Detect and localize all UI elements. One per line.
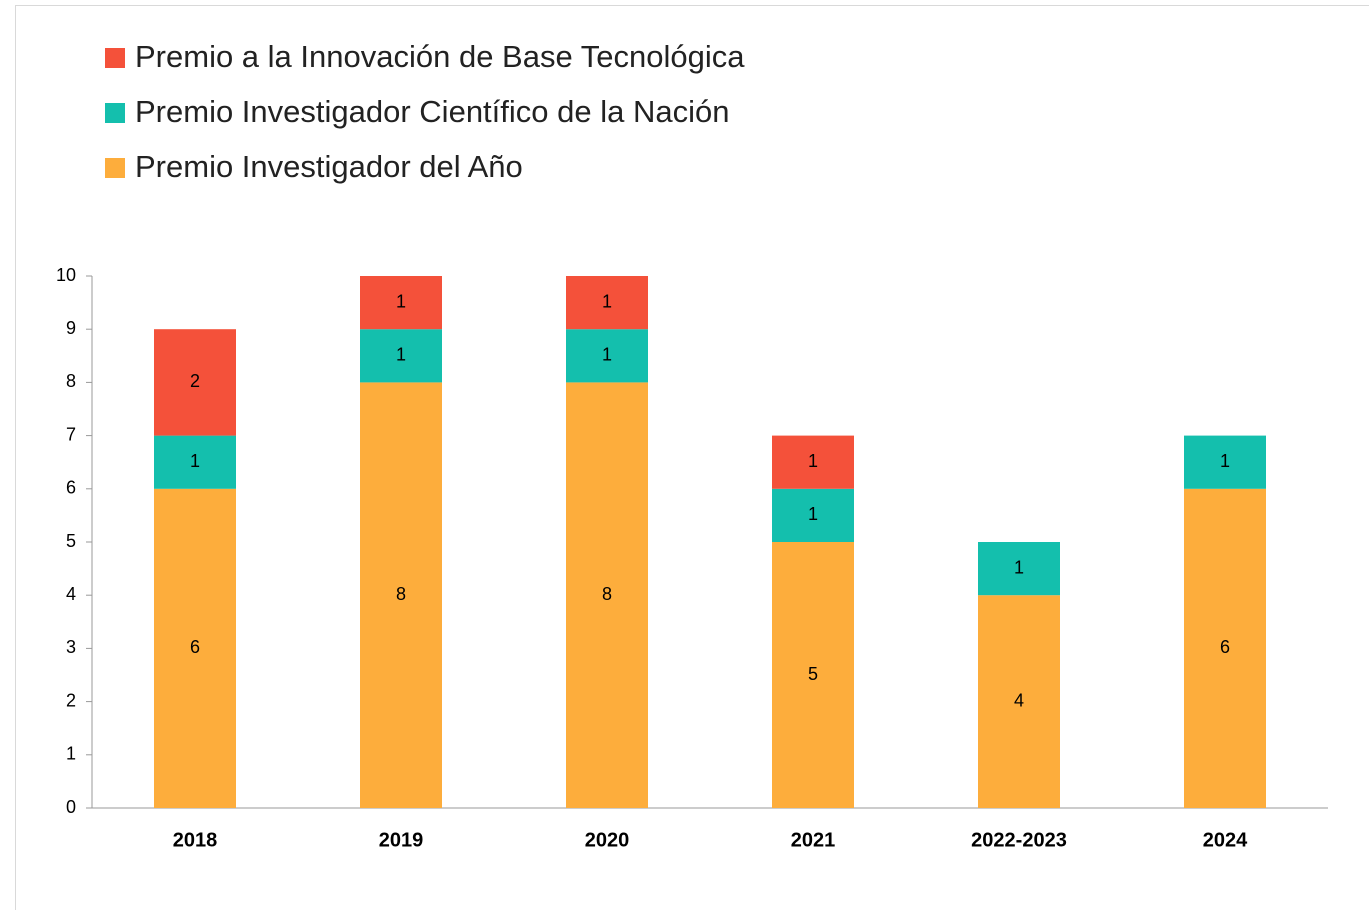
legend-label: Premio Investigador del Año xyxy=(135,149,523,184)
y-tick-label: 2 xyxy=(66,690,76,710)
data-label: 1 xyxy=(1220,451,1230,471)
data-label: 2 xyxy=(190,371,200,391)
x-tick-label: 2020 xyxy=(585,829,630,851)
data-label: 1 xyxy=(190,451,200,471)
y-tick-label: 9 xyxy=(66,318,76,338)
y-tick-label: 8 xyxy=(66,371,76,391)
legend-label: Premio a la Innovación de Base Tecnológi… xyxy=(135,39,745,74)
x-tick-label: 2024 xyxy=(1203,829,1248,851)
legend-swatch xyxy=(105,103,125,123)
y-tick-label: 6 xyxy=(66,478,76,498)
x-tick-label: 2022-2023 xyxy=(971,829,1067,851)
legend-swatch xyxy=(105,158,125,178)
y-tick-label: 10 xyxy=(56,265,76,285)
legend-swatch xyxy=(105,48,125,68)
data-label: 1 xyxy=(808,451,818,471)
data-label: 8 xyxy=(396,584,406,604)
data-label: 1 xyxy=(1014,557,1024,577)
data-label: 5 xyxy=(808,664,818,684)
data-label: 4 xyxy=(1014,690,1024,710)
data-label: 1 xyxy=(396,291,406,311)
data-label: 8 xyxy=(602,584,612,604)
x-tick-label: 2018 xyxy=(173,829,218,851)
y-tick-label: 7 xyxy=(66,424,76,444)
y-tick-label: 4 xyxy=(66,584,76,604)
data-label: 6 xyxy=(1220,637,1230,657)
data-label: 1 xyxy=(602,291,612,311)
y-tick-label: 3 xyxy=(66,637,76,657)
data-label: 1 xyxy=(396,345,406,365)
data-label: 6 xyxy=(190,637,200,657)
data-label: 1 xyxy=(808,504,818,524)
legend-label: Premio Investigador Científico de la Nac… xyxy=(135,94,729,129)
y-tick-label: 0 xyxy=(66,797,76,817)
y-tick-label: 5 xyxy=(66,531,76,551)
x-tick-label: 2019 xyxy=(379,829,424,851)
x-tick-label: 2021 xyxy=(791,829,836,851)
y-tick-label: 1 xyxy=(66,744,76,764)
data-label: 1 xyxy=(602,345,612,365)
